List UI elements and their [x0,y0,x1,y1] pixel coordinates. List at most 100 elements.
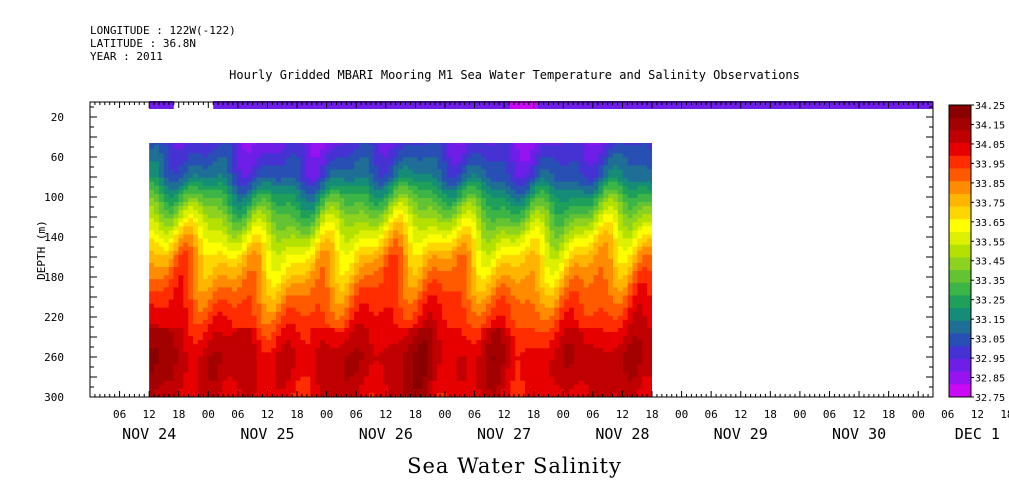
heatmap-cell [324,149,331,154]
heatmap-cell [373,250,380,256]
heatmap-cell [520,210,526,215]
heatmap-cell [412,380,419,386]
heatmap-cell [515,332,521,337]
heatmap-cell [222,137,227,142]
heatmap-cell [388,311,394,317]
heatmap-cell [295,145,302,150]
heatmap-cell [217,388,223,394]
heatmap-cell [363,173,370,179]
heatmap-cell [446,246,453,252]
heatmap-cell [427,214,433,219]
heatmap-cell [354,368,360,374]
heatmap-cell [197,364,204,370]
heatmap-cell [486,157,492,162]
heatmap-cell [456,197,463,203]
heatmap-cell [280,222,287,227]
heatmap-cell [354,193,360,199]
heatmap-cell [349,214,355,219]
heatmap-cell [315,250,321,256]
heatmap-cell [251,283,258,288]
heatmap-cell [525,181,531,187]
heatmap-cell [500,340,507,345]
heatmap-cell [188,332,194,337]
heatmap-cell [266,384,272,390]
heatmap-cell [466,332,472,337]
heatmap-cell [178,295,184,301]
heatmap-cell [451,283,458,288]
heatmap-cell [295,275,302,280]
heatmap-cell [149,376,155,382]
heatmap-cell [451,303,458,309]
heatmap-cell [310,291,316,297]
heatmap-cell [368,250,375,256]
heatmap-cell [495,206,502,211]
heatmap-cell [266,137,271,142]
heatmap-cell [398,210,404,215]
heatmap-cell [320,177,326,183]
heatmap-cell [515,206,521,211]
heatmap-cell [241,299,248,305]
heatmap-cell [456,327,463,333]
heatmap-cell [486,364,492,370]
heatmap-cell [486,327,492,333]
heatmap-cell [378,348,385,353]
heatmap-cell [246,340,253,345]
heatmap-cell [280,372,287,378]
heatmap-cell [515,246,521,252]
heatmap-cell [442,307,448,313]
heatmap-cell [207,153,214,158]
heatmap-cell [256,299,263,305]
heatmap-cell [515,210,521,215]
heatmap-cell [354,258,360,264]
heatmap-cell [388,307,394,313]
heatmap-cell [495,388,502,394]
heatmap-cell [324,348,331,353]
heatmap-cell [505,210,512,215]
heatmap-cell [363,340,370,345]
heatmap-cell [149,332,155,337]
heatmap-cell [173,323,180,329]
heatmap-cell [290,323,297,329]
heatmap-cell [212,161,219,167]
heatmap-cell [315,234,321,240]
heatmap-cell [193,279,199,284]
heatmap-cell [451,254,458,260]
heatmap-cell [295,238,302,244]
heatmap-cell [173,352,180,357]
heatmap-cell [246,307,253,313]
heatmap-cell [349,291,355,297]
heatmap-cell [363,388,370,394]
heatmap-cell [359,226,365,232]
heatmap-cell [442,368,448,374]
heatmap-cell [237,222,243,227]
heatmap-cell [256,210,263,215]
heatmap-cell [183,327,189,333]
heatmap-cell [456,344,463,349]
heatmap-cell [417,279,424,284]
heatmap-cell [368,332,375,337]
heatmap-cell [310,311,316,317]
heatmap-cell [222,283,228,288]
heatmap-cell [525,376,531,382]
heatmap-cell [300,319,306,325]
heatmap-cell [290,332,297,337]
heatmap-cell [271,283,277,288]
heatmap-cell [305,279,311,284]
heatmap-cell [378,352,385,357]
heatmap-cell [197,372,204,378]
heatmap-cell [437,299,443,305]
heatmap-cell [178,250,184,256]
heatmap-cell [500,149,507,154]
heatmap-cell [403,189,409,195]
heatmap-cell [481,384,487,390]
heatmap-cell [339,202,346,207]
heatmap-cell [285,193,292,199]
heatmap-cell [178,291,184,297]
heatmap-cell [412,327,419,333]
heatmap-cell [188,295,194,301]
heatmap-cell [320,307,326,313]
heatmap-cell [378,181,385,187]
heatmap-cell [197,315,204,321]
heatmap-cell [398,193,404,199]
heatmap-cell [251,157,258,162]
